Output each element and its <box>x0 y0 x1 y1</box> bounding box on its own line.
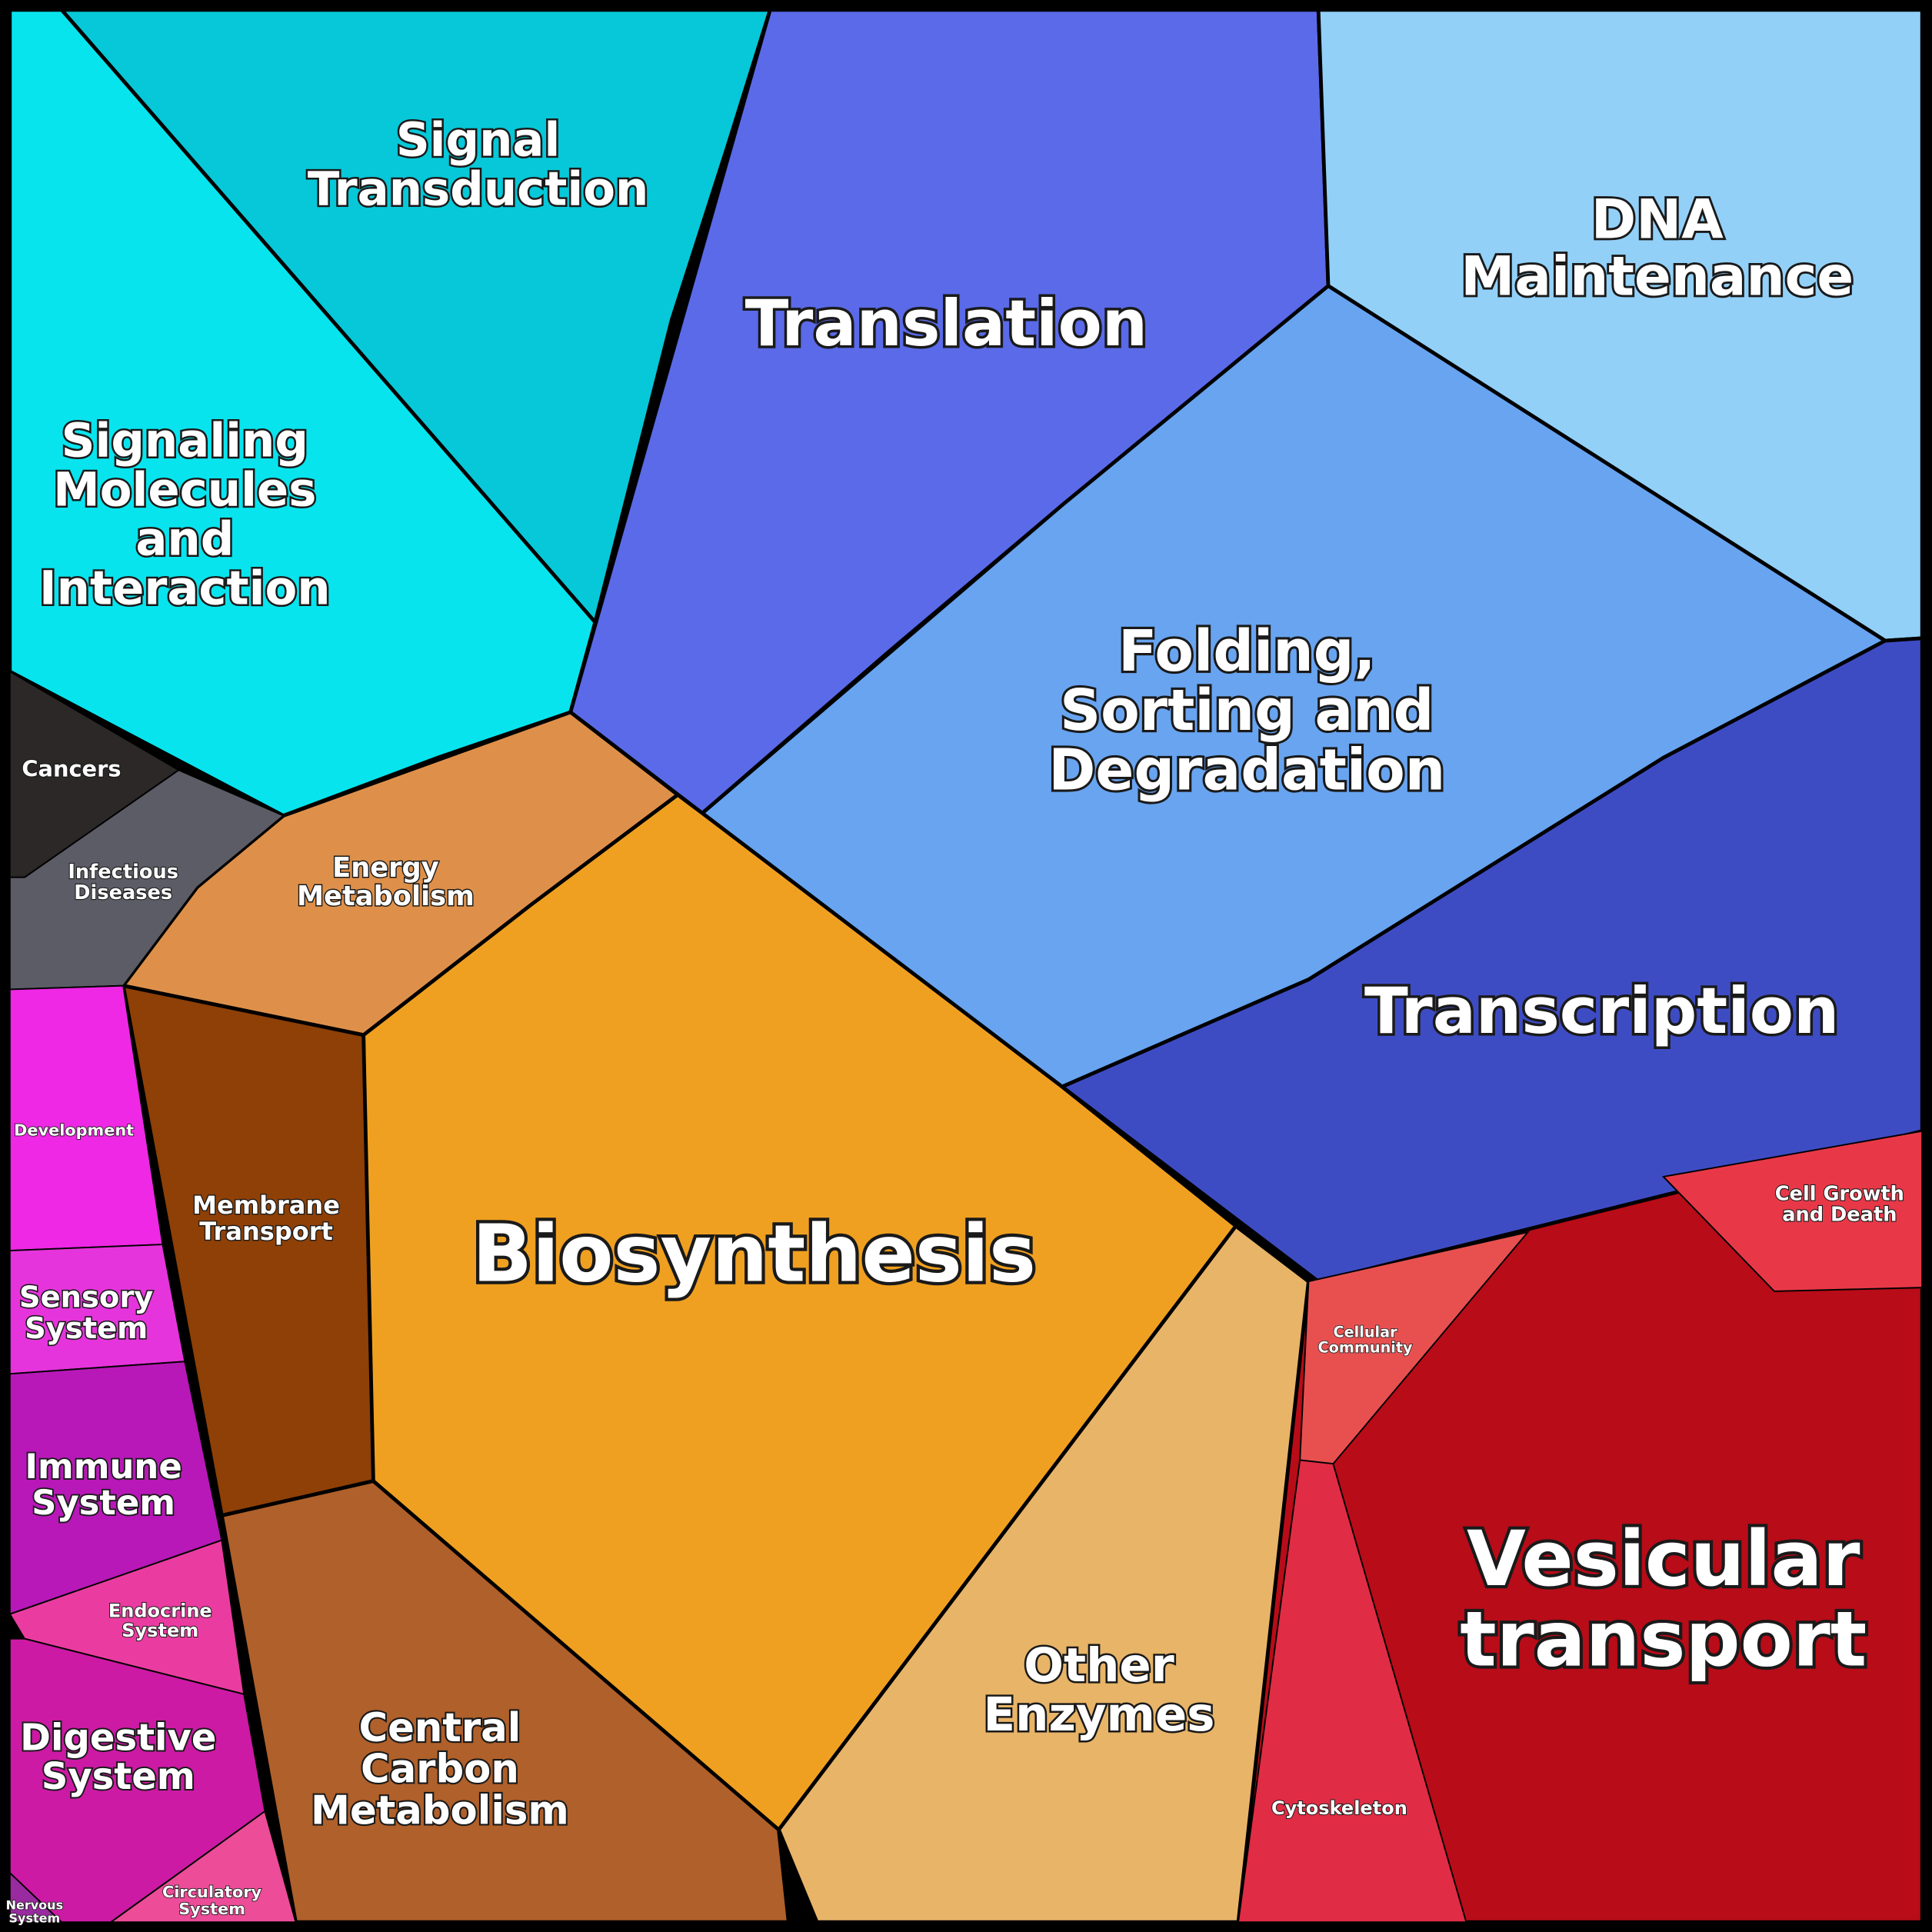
subregion-label: System <box>178 1900 245 1918</box>
region-label: Degradation <box>1048 738 1445 804</box>
region-label: Membrane <box>192 1191 340 1220</box>
region-label: Transduction <box>308 162 649 216</box>
subregion-label: Diseases <box>74 881 172 904</box>
region-label: Translation <box>745 286 1148 361</box>
regions <box>8 8 1924 1924</box>
subregion-label: Nervous <box>6 1897 64 1912</box>
region-label: transport <box>1460 1595 1867 1684</box>
region-label: Other <box>1024 1638 1174 1693</box>
subregion <box>8 1870 64 1924</box>
region-label: Molecules <box>53 462 316 517</box>
region-label: DNA <box>1591 188 1724 251</box>
region <box>219 1479 791 1924</box>
region-label: Metabolism <box>311 1788 569 1834</box>
subregion-label: System <box>25 1311 148 1346</box>
subregion-label: Circulatory <box>162 1883 262 1901</box>
subregion-label: Infectious <box>68 861 178 884</box>
subregion-label: Cell Growth <box>1775 1182 1904 1205</box>
region <box>1058 636 1924 1284</box>
region-label: Vesicular <box>1467 1515 1860 1604</box>
region-label: Central <box>359 1705 521 1751</box>
region-label: Sorting and <box>1060 678 1434 744</box>
region-label: Energy <box>332 852 439 884</box>
subregion-label: System <box>42 1755 195 1798</box>
region-label: Transcription <box>1364 974 1839 1048</box>
subregion <box>1237 1459 1467 1924</box>
subregion-label: System <box>32 1482 175 1523</box>
subregion-label: and Death <box>1782 1203 1897 1226</box>
region-label: Interaction <box>39 561 331 615</box>
region-label: Folding, <box>1118 619 1375 685</box>
subregion-label: Sensory <box>19 1281 153 1315</box>
region-label: Maintenance <box>1461 245 1854 308</box>
region-label: Signal <box>396 113 561 168</box>
subregion-label: Endocrine <box>108 1601 212 1622</box>
subregion-label: Digestive <box>20 1716 216 1759</box>
region-label: Enzymes <box>984 1687 1215 1742</box>
subregion-label: Cytoskeleton <box>1271 1797 1407 1819</box>
region-label: Metabolism <box>297 881 475 912</box>
subregion-label: Immune <box>25 1446 182 1487</box>
subregion <box>8 769 285 991</box>
subregion-label: Community <box>1318 1339 1413 1357</box>
region-label: Biosynthesis <box>472 1209 1036 1301</box>
region-label: Carbon <box>361 1747 519 1793</box>
subregion <box>1661 1130 1924 1292</box>
subregion <box>108 1810 297 1924</box>
subregion-label: Cellular <box>1334 1323 1398 1341</box>
subregion-label: System <box>122 1620 198 1641</box>
subregion-label: System <box>8 1910 60 1925</box>
subregion-label: Development <box>14 1121 134 1140</box>
region-label: Transport <box>199 1217 333 1246</box>
region-label: Signaling <box>62 414 308 468</box>
labels: SignalTransductionSignalingMoleculesandI… <box>5 111 1905 1926</box>
region-label: and <box>135 511 234 566</box>
subregion-label: Cancers <box>22 755 121 781</box>
